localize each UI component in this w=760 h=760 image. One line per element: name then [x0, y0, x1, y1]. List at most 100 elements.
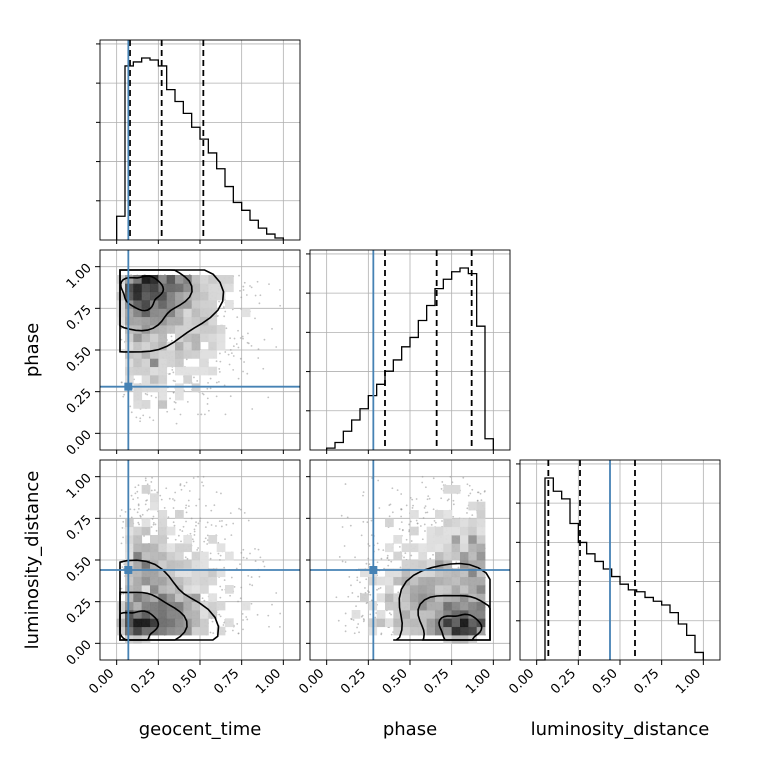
luminosity_distance-vs-phase-density-cell-16-8 [460, 568, 469, 578]
luminosity_distance-vs-geocent_time-density-cell-0-1 [116, 626, 126, 636]
phase-vs-geocent_time-point-1412 [243, 281, 246, 284]
luminosity_distance-vs-geocent_time-point-1642 [259, 556, 262, 559]
luminosity_distance-vs-geocent_time-point-2164 [251, 584, 254, 587]
phase-vs-geocent_time-density-cell-9-7 [191, 366, 201, 376]
luminosity_distance-vs-phase-point-410 [421, 481, 424, 484]
luminosity_distance-vs-geocent_time-density-cell-2-6 [133, 585, 143, 594]
luminosity_distance-vs-phase-point-1886 [391, 511, 394, 514]
luminosity_distance-vs-phase-point-560 [424, 505, 427, 508]
luminosity_distance-vs-phase-point-1646 [409, 520, 412, 523]
phase-vs-geocent_time-point-1304 [120, 327, 123, 330]
luminosity_distance-vs-geocent_time-point-756 [152, 521, 155, 524]
phase-vs-geocent_time-density-cell-10-7 [200, 366, 209, 376]
luminosity_distance-vs-geocent_time-density-cell-10-7 [200, 576, 209, 586]
luminosity_distance-vs-phase-density-cell-13-7 [435, 576, 444, 586]
luminosity_distance-vs-geocent_time-point-1300 [232, 522, 235, 525]
luminosity_distance-vs-phase-density-cell-18-6 [476, 585, 486, 594]
luminosity_distance-vs-geocent_time-point-1878 [203, 540, 206, 543]
luminosity_distance-vs-phase-density-cell-15-18 [451, 485, 461, 494]
luminosity_distance-vs-geocent_time-point-1504 [179, 528, 182, 531]
luminosity_distance-vs-phase-density-cell-13-15 [435, 510, 444, 519]
phase-vs-geocent_time-density-cell-12-18 [216, 275, 226, 284]
luminosity_distance-vs-phase-density-cell-8-1 [393, 626, 403, 636]
luminosity_distance-vs-phase-density-cell-17-11 [468, 543, 478, 553]
luminosity_distance-vs-phase-density-cell-7-6 [385, 585, 394, 594]
luminosity_distance-vs-geocent_time-point-1626 [137, 503, 140, 506]
luminosity_distance-vs-geocent_time-point-1512 [250, 602, 253, 605]
phase-vs-geocent_time-density-cell-8-17 [183, 283, 193, 293]
phase-vs-geocent_time-point-2162 [256, 280, 259, 283]
phase-vs-geocent_time-density-cell-6-14 [166, 308, 176, 318]
luminosity_distance-vs-phase-point-568 [441, 481, 444, 483]
phase-vs-geocent_time-point-1418 [146, 393, 149, 396]
luminosity_distance-vs-phase-point-486 [440, 488, 443, 490]
phase-vs-geocent_time-point-1512 [250, 344, 253, 347]
luminosity_distance-vs-geocent_time-density-cell-10-6 [200, 585, 209, 594]
phase-vs-geocent_time-point-724 [196, 379, 199, 382]
phase-vs-geocent_time-density-cell-4-16 [150, 291, 159, 301]
luminosity_distance-vs-geocent_time-density-cell-1-3 [125, 610, 134, 619]
luminosity_distance-vs-geocent_time-point-1720 [145, 499, 148, 502]
luminosity_distance-vs-phase-density-cell-18-3 [476, 610, 486, 619]
luminosity_distance-vs-geocent_time-point-850 [271, 603, 273, 606]
luminosity_distance-vs-phase-point-2082 [408, 523, 411, 526]
luminosity_distance-vs-geocent_time-density-cell-4-12 [150, 535, 159, 544]
luminosity_distance-vs-phase-density-cell-14-7 [443, 576, 453, 586]
phase-vs-geocent_time-density-cell-7-17 [175, 283, 184, 293]
luminosity_distance-vs-geocent_time-density-cell-2-5 [133, 593, 143, 603]
luminosity_distance-vs-geocent_time-point-842 [152, 523, 155, 526]
phase-vs-geocent_time-density-cell-12-16 [216, 291, 226, 301]
phase-vs-geocent_time-point-1834 [263, 338, 266, 341]
phase-vs-geocent_time-point-420 [169, 397, 171, 400]
luminosity_distance-vs-geocent_time-point-560 [187, 505, 190, 508]
luminosity_distance-vs-phase-density-cell-14-8 [443, 568, 453, 578]
phase-vs-geocent_time-density-cell-10-18 [200, 275, 209, 284]
luminosity_distance-vs-geocent_time-truth-marker [124, 566, 133, 574]
phase-vs-geocent_time-point-282 [224, 351, 227, 353]
luminosity_distance-vs-phase-point-1076 [376, 588, 378, 591]
luminosity_distance-vs-phase-density-cell-13-10 [435, 551, 444, 561]
luminosity_distance-vs-phase-contour-outer [393, 562, 491, 641]
luminosity_distance-vs-phase-point-924 [480, 499, 483, 502]
luminosity_distance-vs-geocent_time-point-1732 [220, 525, 223, 528]
phase-vs-geocent_time-density-cell-5-14 [158, 308, 168, 318]
phase-vs-geocent_time-point-36 [240, 296, 243, 299]
phase-vs-geocent_time-density-cell-3-15 [141, 300, 151, 309]
luminosity_distance-vs-geocent_time-point-1396 [124, 510, 127, 513]
luminosity_distance-vs-phase-point-874 [421, 538, 424, 541]
luminosity_distance-vs-geocent_time-point-1930 [242, 556, 245, 559]
luminosity_distance-vs-phase-density-cell-7-5 [385, 593, 394, 603]
luminosity_distance-vs-geocent_time-point-2012 [245, 616, 248, 618]
phase-vs-geocent_time-point-28 [200, 413, 203, 416]
luminosity_distance-vs-phase-point-666 [387, 559, 390, 562]
luminosity_distance-vs-geocent_time-point-1366 [180, 540, 182, 543]
luminosity_distance-vs-phase-point-1116 [424, 486, 427, 489]
luminosity_distance-vs-geocent_time-point-1818 [144, 479, 147, 482]
luminosity_distance-vs-phase-point-1948 [382, 549, 385, 552]
luminosity_distance-vs-geocent_time-point-912 [174, 491, 177, 494]
luminosity_distance-vs-phase-density-cell-11-6 [418, 585, 428, 594]
luminosity_distance-vs-geocent_time-point-1458 [215, 525, 217, 527]
phase-vs-geocent_time-point-1996 [218, 368, 221, 370]
luminosity_distance-vs-geocent_time-density-cell-3-3 [141, 610, 151, 619]
phase-vs-geocent_time-point-1094 [209, 377, 212, 380]
phase-vs-geocent_time-density-cell-4-18 [150, 275, 159, 284]
luminosity_distance-vs-geocent_time-point-370 [188, 490, 191, 492]
luminosity_distance-vs-phase-point-822 [466, 507, 469, 510]
luminosity_distance-vs-phase-density-cell-14-4 [443, 601, 453, 611]
phase-vs-geocent_time-point-1416 [250, 286, 253, 289]
phase-vs-geocent_time-density-cell-10-17 [200, 283, 209, 293]
phase-vs-geocent_time-point-180 [227, 353, 230, 356]
phase-vs-geocent_time-density-cell-9-5 [191, 383, 201, 393]
luminosity_distance-vs-phase-density-cell-8-2 [393, 618, 403, 628]
luminosity_distance-vs-geocent_time-point-1582 [199, 517, 202, 520]
phase-vs-geocent_time-point-364 [233, 337, 236, 340]
phase-vs-geocent_time-density-cell-6-16 [166, 291, 176, 301]
phase-vs-geocent_time-density-cell-4-12 [150, 325, 159, 334]
phase-vs-geocent_time-density-cell-0-14 [116, 308, 126, 318]
luminosity_distance-vs-geocent_time-point-1374 [196, 549, 199, 551]
phase-vs-geocent_time-density-cell-5-6 [158, 375, 168, 384]
luminosity_distance-vs-phase-point-1518 [344, 483, 347, 485]
phase-vs-geocent_time-point-1460 [245, 294, 248, 296]
phase-vs-geocent_time-density-cell-1-10 [125, 341, 134, 351]
